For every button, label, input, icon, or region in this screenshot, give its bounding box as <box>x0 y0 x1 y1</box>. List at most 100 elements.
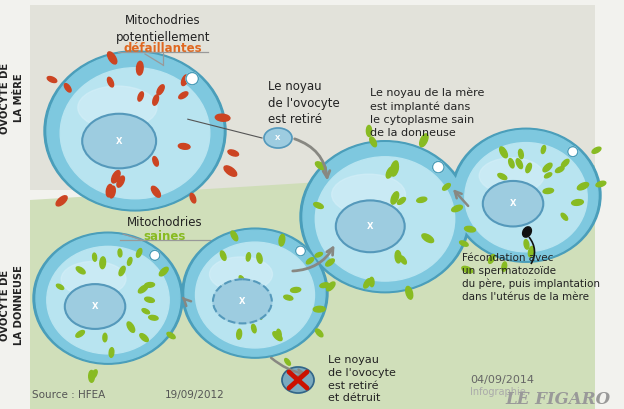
Ellipse shape <box>231 231 238 241</box>
Ellipse shape <box>592 147 601 153</box>
Ellipse shape <box>239 276 245 283</box>
Ellipse shape <box>454 130 598 260</box>
Text: LE FIGARO: LE FIGARO <box>505 391 610 408</box>
Ellipse shape <box>386 167 394 178</box>
Ellipse shape <box>391 163 399 176</box>
Ellipse shape <box>210 257 273 292</box>
Ellipse shape <box>190 193 196 203</box>
Ellipse shape <box>500 147 507 158</box>
Ellipse shape <box>370 137 376 147</box>
Ellipse shape <box>417 197 427 202</box>
Ellipse shape <box>64 83 71 92</box>
Ellipse shape <box>109 348 114 357</box>
Ellipse shape <box>217 300 228 306</box>
Ellipse shape <box>149 315 158 320</box>
Ellipse shape <box>320 283 329 288</box>
Ellipse shape <box>47 53 223 209</box>
Ellipse shape <box>107 77 114 87</box>
Ellipse shape <box>91 370 97 379</box>
Text: X: X <box>367 222 374 231</box>
Ellipse shape <box>561 213 568 220</box>
Text: Mitochodries: Mitochodries <box>127 216 203 229</box>
Ellipse shape <box>391 161 398 174</box>
Ellipse shape <box>568 147 578 157</box>
Ellipse shape <box>315 162 326 170</box>
Ellipse shape <box>296 246 305 256</box>
Ellipse shape <box>182 228 328 358</box>
Text: Infographie: Infographie <box>470 387 526 397</box>
Ellipse shape <box>213 279 272 324</box>
Text: Source : HFEA: Source : HFEA <box>32 390 105 400</box>
Ellipse shape <box>246 253 250 261</box>
Ellipse shape <box>119 266 125 276</box>
Ellipse shape <box>139 285 148 293</box>
Text: 04/09/2014: 04/09/2014 <box>470 375 534 385</box>
Text: X: X <box>92 302 99 311</box>
Ellipse shape <box>464 226 475 232</box>
Ellipse shape <box>306 258 314 264</box>
Text: Le noyau
de l'ovocyte
est retiré: Le noyau de l'ovocyte est retiré <box>268 80 339 126</box>
Ellipse shape <box>316 329 323 337</box>
Ellipse shape <box>545 173 552 178</box>
Ellipse shape <box>145 297 154 302</box>
Ellipse shape <box>541 146 545 153</box>
Ellipse shape <box>314 202 323 209</box>
Ellipse shape <box>118 249 122 257</box>
Ellipse shape <box>284 295 293 300</box>
Ellipse shape <box>315 252 323 257</box>
Text: saines: saines <box>144 230 186 243</box>
Polygon shape <box>30 5 595 190</box>
Ellipse shape <box>452 205 462 212</box>
Ellipse shape <box>224 166 236 176</box>
Ellipse shape <box>364 279 371 288</box>
Ellipse shape <box>33 232 183 364</box>
Ellipse shape <box>498 173 507 180</box>
Ellipse shape <box>519 149 524 159</box>
Ellipse shape <box>460 241 468 246</box>
Text: défaillantes: défaillantes <box>124 42 202 55</box>
Ellipse shape <box>397 198 406 204</box>
Ellipse shape <box>257 253 262 263</box>
Ellipse shape <box>112 171 120 183</box>
Ellipse shape <box>300 141 470 293</box>
Ellipse shape <box>432 162 444 173</box>
Ellipse shape <box>264 128 292 148</box>
Ellipse shape <box>157 85 164 95</box>
Ellipse shape <box>178 144 190 149</box>
Polygon shape <box>30 165 595 409</box>
Ellipse shape <box>395 251 401 263</box>
Ellipse shape <box>142 309 150 314</box>
Ellipse shape <box>596 181 606 187</box>
Ellipse shape <box>277 329 281 338</box>
Text: X: X <box>510 199 516 208</box>
Ellipse shape <box>291 288 301 292</box>
Ellipse shape <box>236 329 241 339</box>
Ellipse shape <box>529 246 534 257</box>
Ellipse shape <box>524 240 529 249</box>
Ellipse shape <box>222 285 230 290</box>
Text: Le noyau de la mère
est implanté dans
le cytoplasme sain
de la donneuse: Le noyau de la mère est implanté dans le… <box>370 88 484 137</box>
Ellipse shape <box>313 306 325 312</box>
Ellipse shape <box>562 160 569 167</box>
Ellipse shape <box>543 188 553 193</box>
Ellipse shape <box>127 258 132 265</box>
Ellipse shape <box>82 114 156 169</box>
Ellipse shape <box>138 92 144 101</box>
Ellipse shape <box>555 166 564 173</box>
Ellipse shape <box>185 230 325 356</box>
Text: 19/09/2012: 19/09/2012 <box>165 390 225 400</box>
Ellipse shape <box>107 52 117 64</box>
Ellipse shape <box>36 234 180 362</box>
Ellipse shape <box>479 158 544 193</box>
Ellipse shape <box>153 157 158 166</box>
Ellipse shape <box>159 267 168 276</box>
Ellipse shape <box>117 176 124 187</box>
Text: OVOCYTE DE
LA DONNEUSE: OVOCYTE DE LA DONNEUSE <box>1 265 24 345</box>
Ellipse shape <box>332 174 406 215</box>
Ellipse shape <box>422 234 434 243</box>
Ellipse shape <box>509 159 514 168</box>
Text: Fécondation avec
un spermatozoïde
du père, puis implantation
dans l'utérus de la: Fécondation avec un spermatozoïde du pèr… <box>462 253 600 302</box>
Ellipse shape <box>137 61 143 75</box>
Ellipse shape <box>400 256 406 264</box>
Ellipse shape <box>44 51 226 211</box>
